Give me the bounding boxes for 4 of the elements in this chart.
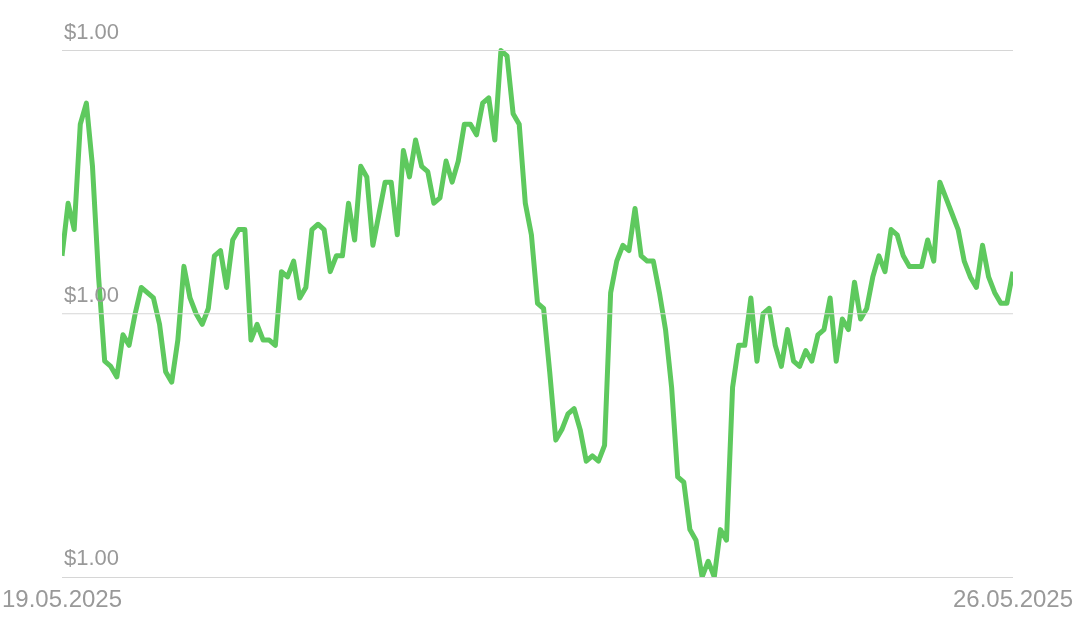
x-tick-label: 19.05.2025	[1, 584, 123, 612]
annotation: $1.00	[64, 545, 120, 570]
text: $1.00	[64, 19, 120, 44]
x-tick-label: 26.05.2025	[952, 584, 1074, 612]
